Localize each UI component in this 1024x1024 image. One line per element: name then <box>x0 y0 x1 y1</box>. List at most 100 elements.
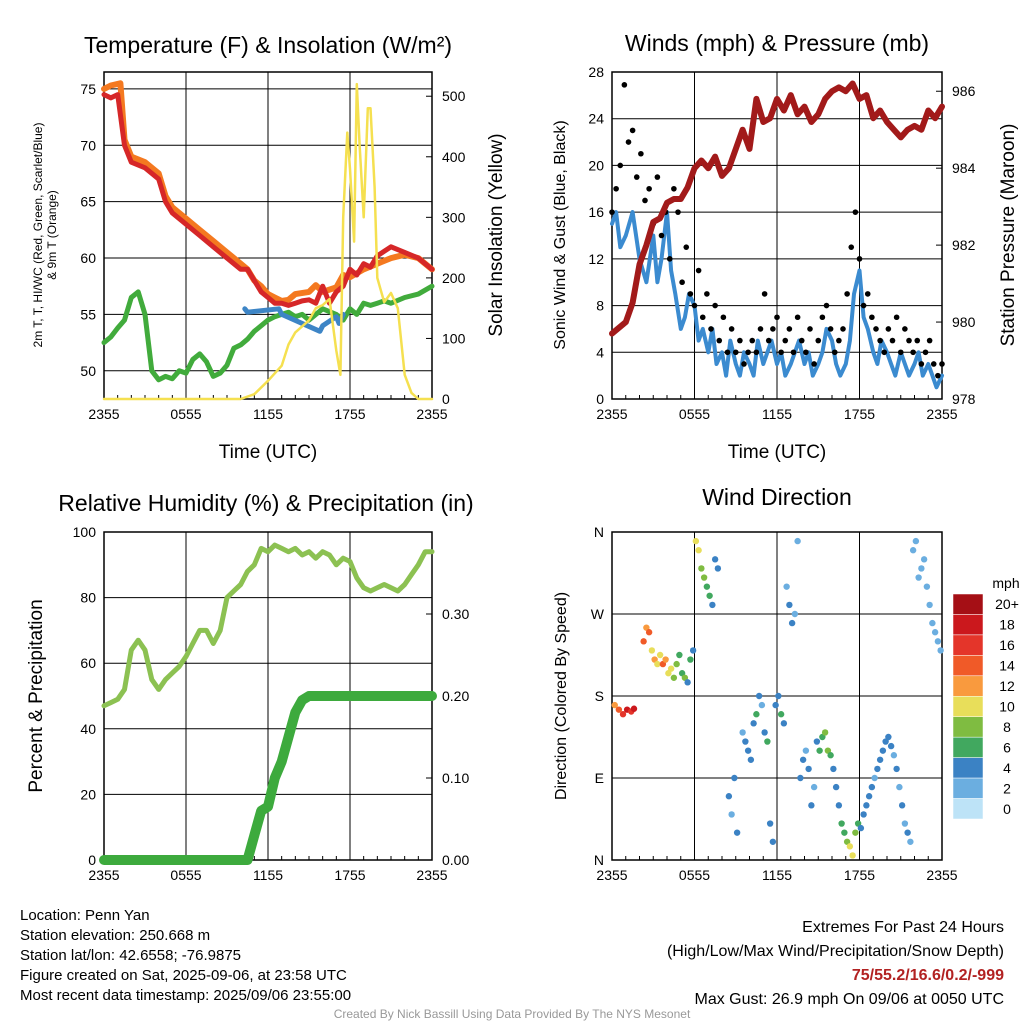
direction-point <box>794 537 801 545</box>
direction-point <box>838 820 845 827</box>
gust-point <box>786 326 793 332</box>
colorbar-swatch <box>952 634 984 656</box>
direction-point <box>742 738 749 745</box>
gust-point <box>864 291 871 297</box>
direction-point <box>934 638 942 645</box>
direction-point <box>791 610 799 618</box>
y-tick-label: 28 <box>588 64 604 80</box>
chart-title: Relative Humidity (%) & Precipitation (i… <box>58 490 473 516</box>
gust-point <box>745 349 751 356</box>
x-tick-label: 2355 <box>88 867 119 883</box>
y-axis-label-left: Percent & Precipitation <box>26 599 47 792</box>
gust-point <box>687 291 694 297</box>
extremes-panel: Extremes For Past 24 Hours (High/Low/Max… <box>667 916 1004 1012</box>
gust-point <box>724 349 731 356</box>
direction-point <box>835 802 843 809</box>
y-axis-label-left: Sonic Wind & Gust (Blue, Black) <box>552 120 569 349</box>
colorbar-label: 10 <box>999 699 1015 715</box>
chart-title: Wind Direction <box>702 484 852 510</box>
direction-point <box>802 747 810 754</box>
direction-point <box>813 738 821 745</box>
y-tick-label: 60 <box>80 250 96 266</box>
y-tick-label: 0 <box>596 391 604 407</box>
direction-point <box>725 793 733 800</box>
chart-title: Temperature (F) & Insolation (W/m²) <box>84 32 452 58</box>
y-tick-label: E <box>595 770 604 786</box>
gust-point <box>716 337 723 344</box>
x-tick-label: 1755 <box>334 867 365 883</box>
direction-point <box>931 629 939 636</box>
y2-tick-label: 982 <box>952 237 976 253</box>
direction-point <box>857 824 865 832</box>
gust-point <box>761 291 768 297</box>
pressure-line <box>609 80 945 337</box>
y-tick-label: 65 <box>80 194 96 210</box>
gust-point <box>897 349 904 356</box>
y-tick-label: S <box>595 688 604 704</box>
gust-point <box>930 361 937 367</box>
direction-point <box>700 574 708 581</box>
direction-point <box>923 583 931 590</box>
plot-frame <box>611 71 943 400</box>
y-tick-label: 16 <box>588 204 604 220</box>
direction-point <box>846 843 854 850</box>
gust-point <box>749 337 756 344</box>
direction-point <box>780 720 788 727</box>
y-tick-label: N <box>594 852 604 868</box>
x-tick-label: 0555 <box>679 867 710 883</box>
direction-point <box>698 565 705 572</box>
gust-point <box>633 174 640 180</box>
gust-point <box>926 337 933 344</box>
colorbar-swatch <box>952 736 984 758</box>
latlon-text: Station lat/lon: 42.6558; -76.9875 <box>20 947 242 964</box>
direction-point <box>821 729 829 736</box>
direction-point <box>777 711 785 718</box>
direction-point <box>863 802 870 809</box>
direction-point <box>898 802 906 809</box>
y-tick-label: 40 <box>80 721 96 737</box>
gust-point <box>609 209 615 215</box>
direction-point <box>920 556 928 563</box>
direction-point <box>808 802 815 809</box>
direction-point <box>830 765 837 773</box>
colorbar-swatch <box>952 696 984 717</box>
gust-point <box>765 337 772 344</box>
direction-point <box>797 774 804 782</box>
gust-point <box>708 326 714 332</box>
y-tick-label: 80 <box>80 590 96 606</box>
x-tick-label: 2355 <box>596 406 627 422</box>
gust-point <box>935 372 941 379</box>
direction-point <box>890 752 898 759</box>
direction-point <box>687 656 694 663</box>
gust-point <box>798 337 805 344</box>
precipitation-line <box>99 691 437 865</box>
direction-point <box>912 537 920 545</box>
gust-point <box>695 267 702 274</box>
gust-point <box>790 349 797 356</box>
direction-point <box>865 793 873 800</box>
direction-point <box>786 601 793 609</box>
y-tick-label: 20 <box>588 157 604 173</box>
y-tick-label: 24 <box>588 111 604 127</box>
colorbar-label: 6 <box>1003 739 1011 755</box>
colorbar-swatch <box>952 757 984 779</box>
gust-point <box>613 185 619 192</box>
direction-point <box>926 601 933 609</box>
gust-point <box>823 302 830 309</box>
direction-point <box>907 838 914 845</box>
colorbar-swatch <box>952 798 984 820</box>
y-tick-label: 100 <box>73 524 97 540</box>
direction-point <box>918 565 925 572</box>
y-tick-label: N <box>594 524 604 540</box>
direction-point <box>648 647 656 654</box>
direction-point <box>615 706 623 713</box>
direction-point <box>656 651 664 659</box>
colorbar-label: 8 <box>1003 719 1011 735</box>
gust-point <box>831 349 838 356</box>
y2-tick-label: 986 <box>952 83 976 99</box>
direction-point <box>810 783 818 791</box>
y2-tick-label: 980 <box>952 314 976 330</box>
direction-point <box>887 742 895 750</box>
y-tick-label: 8 <box>596 298 604 314</box>
gust-point <box>906 337 912 344</box>
